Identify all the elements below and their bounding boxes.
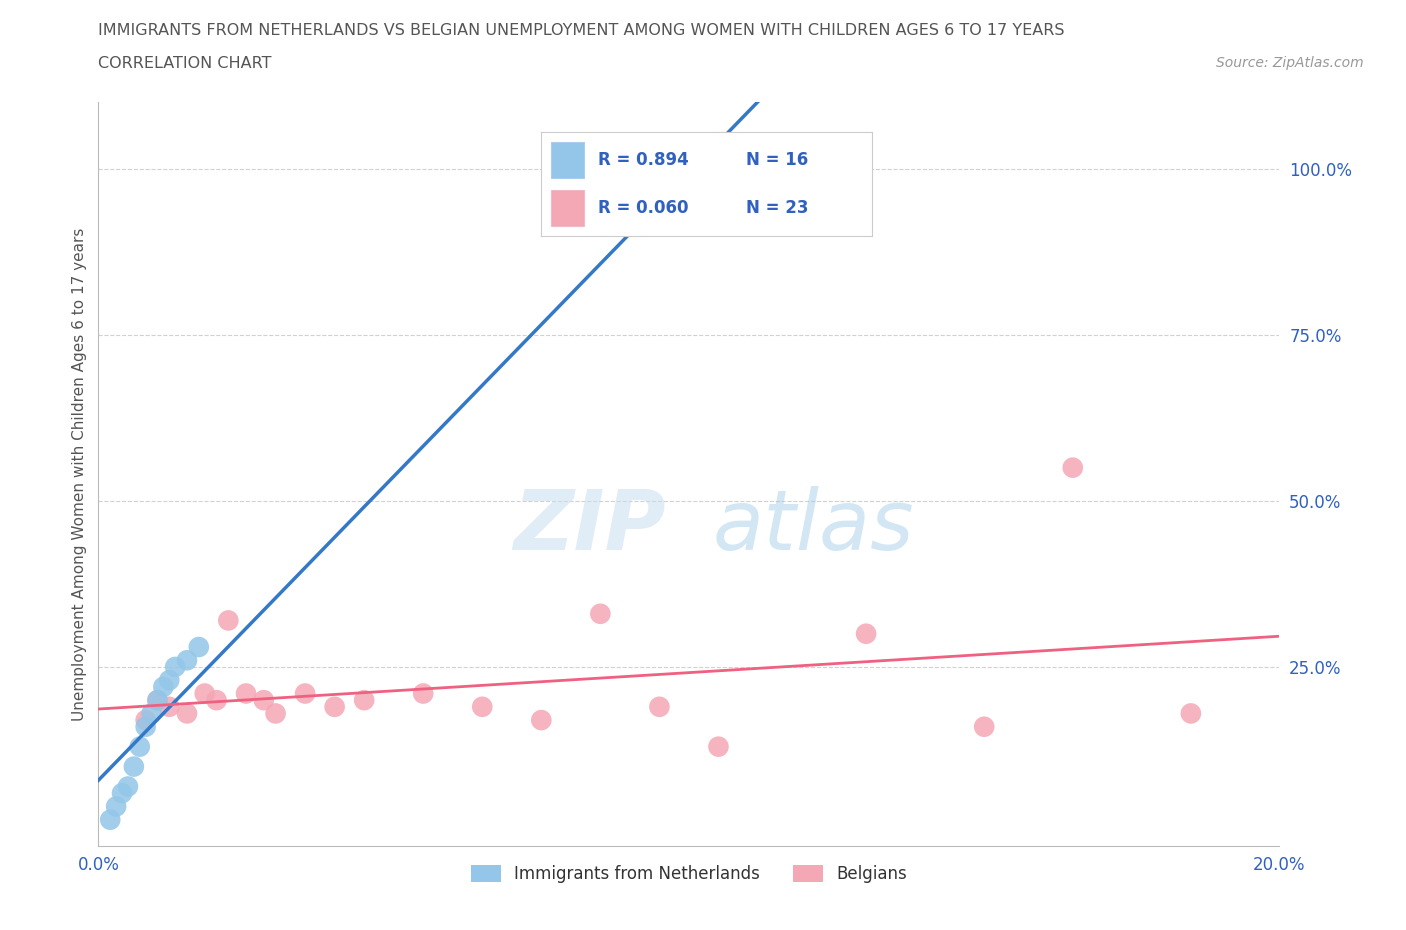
Point — [194, 686, 217, 701]
Point — [165, 659, 187, 674]
Point — [122, 759, 145, 774]
Point — [98, 812, 121, 827]
Legend: Immigrants from Netherlands, Belgians: Immigrants from Netherlands, Belgians — [464, 858, 914, 890]
Point — [560, 181, 582, 196]
Point — [157, 699, 180, 714]
Point — [146, 693, 169, 708]
Point — [264, 706, 287, 721]
Point — [589, 606, 612, 621]
Point — [217, 613, 239, 628]
Point — [353, 693, 375, 708]
Point — [105, 799, 128, 814]
Point — [135, 719, 157, 734]
Point — [973, 719, 995, 734]
Point — [707, 739, 730, 754]
Text: ZIP: ZIP — [513, 485, 665, 567]
Y-axis label: Unemployment Among Women with Children Ages 6 to 17 years: Unemployment Among Women with Children A… — [72, 228, 87, 721]
Point — [146, 693, 169, 708]
Point — [176, 706, 198, 721]
Point — [187, 640, 209, 655]
Point — [157, 672, 180, 687]
Point — [117, 779, 139, 794]
Point — [648, 699, 671, 714]
Point — [128, 739, 150, 754]
Point — [471, 699, 494, 714]
Point — [135, 712, 157, 727]
Point — [235, 686, 257, 701]
Point — [766, 161, 789, 176]
Point — [205, 693, 228, 708]
Point — [412, 686, 434, 701]
Point — [253, 693, 276, 708]
Point — [530, 712, 553, 727]
Point — [294, 686, 316, 701]
Point — [1180, 706, 1202, 721]
Point — [176, 653, 198, 668]
Point — [323, 699, 346, 714]
Text: atlas: atlas — [713, 485, 914, 567]
Point — [152, 680, 174, 695]
Text: CORRELATION CHART: CORRELATION CHART — [98, 56, 271, 71]
Point — [855, 626, 877, 641]
Point — [111, 786, 134, 801]
Text: IMMIGRANTS FROM NETHERLANDS VS BELGIAN UNEMPLOYMENT AMONG WOMEN WITH CHILDREN AG: IMMIGRANTS FROM NETHERLANDS VS BELGIAN U… — [98, 23, 1064, 38]
Point — [1062, 460, 1084, 475]
Point — [141, 706, 163, 721]
Text: Source: ZipAtlas.com: Source: ZipAtlas.com — [1216, 56, 1364, 70]
